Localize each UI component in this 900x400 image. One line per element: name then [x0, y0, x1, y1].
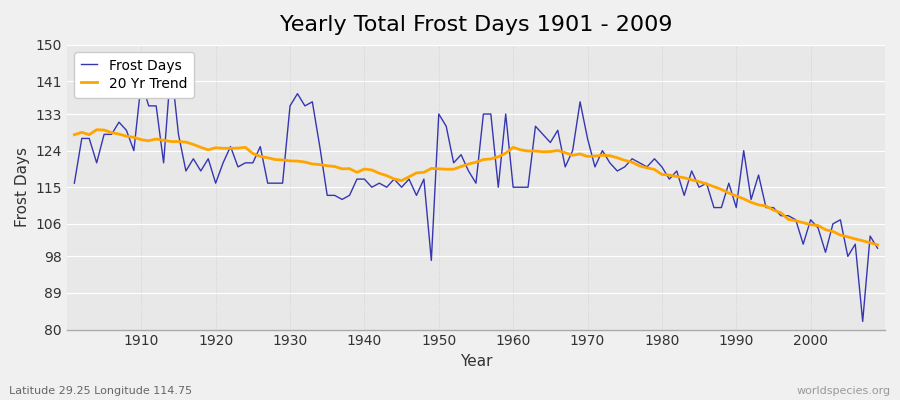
X-axis label: Year: Year	[460, 354, 492, 369]
Frost Days	[872, 246, 883, 251]
20 Yr Trend	[605, 153, 616, 158]
Text: worldspecies.org: worldspecies.org	[796, 386, 891, 396]
Legend: Frost Days, 20 Yr Trend: Frost Days, 20 Yr Trend	[74, 52, 194, 98]
20 Yr Trend	[872, 242, 883, 247]
Frost Days	[69, 181, 80, 186]
Frost Days	[129, 148, 140, 153]
Frost Days	[166, 63, 176, 68]
Title: Yearly Total Frost Days 1901 - 2009: Yearly Total Frost Days 1901 - 2009	[280, 15, 672, 35]
20 Yr Trend	[300, 160, 310, 164]
20 Yr Trend	[91, 127, 102, 132]
Frost Days	[300, 104, 310, 108]
20 Yr Trend	[69, 132, 80, 137]
Line: Frost Days: Frost Days	[75, 65, 878, 322]
Frost Days	[344, 193, 355, 198]
Text: Latitude 29.25 Longitude 114.75: Latitude 29.25 Longitude 114.75	[9, 386, 192, 396]
Frost Days	[858, 319, 868, 324]
Frost Days	[508, 185, 518, 190]
20 Yr Trend	[344, 166, 355, 171]
20 Yr Trend	[508, 145, 518, 150]
Frost Days	[605, 160, 616, 165]
Line: 20 Yr Trend: 20 Yr Trend	[75, 130, 878, 245]
20 Yr Trend	[515, 148, 526, 152]
Frost Days	[515, 185, 526, 190]
Y-axis label: Frost Days: Frost Days	[15, 147, 30, 227]
20 Yr Trend	[136, 137, 147, 142]
